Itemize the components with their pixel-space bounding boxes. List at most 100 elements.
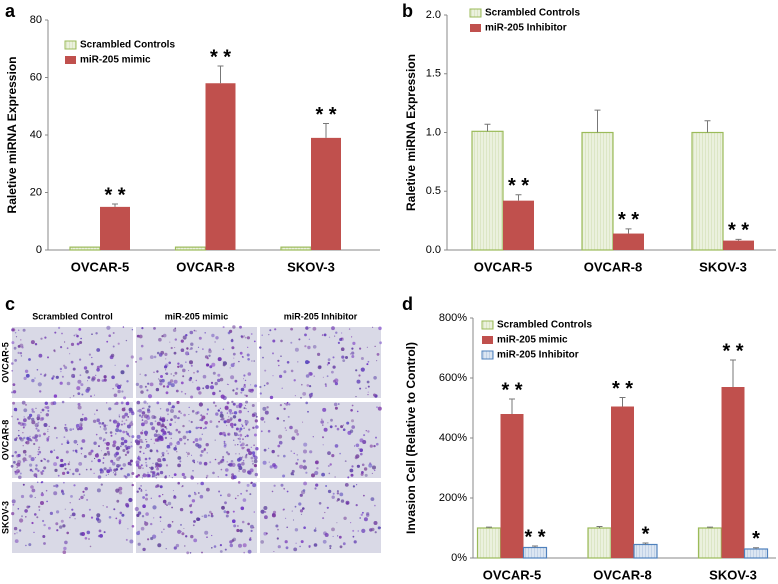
cell: [131, 525, 135, 528]
cell: [131, 411, 135, 416]
cell: [12, 383, 16, 386]
panel-label: b: [402, 1, 413, 21]
cell: [350, 409, 353, 412]
cell: [303, 442, 308, 447]
cell: [122, 430, 126, 434]
cell: [250, 446, 252, 448]
cell: [94, 413, 96, 415]
cell: [59, 381, 63, 385]
cell: [314, 487, 317, 490]
cell: [367, 360, 370, 363]
cell: [144, 374, 147, 377]
cell: [62, 492, 65, 496]
cell: [232, 475, 237, 480]
cell: [138, 438, 143, 443]
cell: [161, 378, 165, 383]
cell: [264, 511, 267, 513]
cell: [150, 536, 154, 541]
cell: [51, 377, 54, 380]
cell: [268, 447, 270, 449]
cell: [120, 437, 125, 441]
cell: [83, 455, 87, 458]
cell: [19, 422, 24, 427]
cell: [231, 338, 234, 341]
cell: [96, 418, 100, 423]
cell: [144, 385, 147, 388]
cell: [326, 375, 329, 378]
cell: [35, 427, 38, 430]
column-header: miR-205 mimic: [165, 311, 229, 321]
cell: [191, 499, 196, 503]
cell: [40, 411, 42, 414]
cell: [140, 390, 144, 394]
cell: [322, 539, 327, 544]
cell: [116, 424, 120, 428]
cell: [212, 401, 216, 404]
cell: [166, 450, 168, 452]
bar: [633, 543, 658, 559]
cell: [150, 438, 152, 440]
cell: [162, 424, 165, 427]
cell: [138, 530, 140, 533]
cell: [194, 491, 196, 494]
cell: [312, 436, 314, 438]
cell: [210, 381, 214, 384]
cell: [290, 472, 294, 476]
cell: [362, 511, 364, 514]
cell: [61, 375, 64, 378]
cell: [83, 494, 86, 497]
cell: [156, 431, 158, 433]
cell: [186, 347, 189, 350]
cell: [162, 494, 164, 496]
cell: [90, 449, 94, 453]
cell: [302, 421, 304, 423]
cell: [223, 420, 227, 424]
cell: [277, 359, 280, 362]
cell: [217, 409, 220, 412]
column-header: Scrambled Control: [32, 311, 113, 321]
cell: [224, 406, 229, 411]
cell: [248, 538, 252, 541]
cell: [178, 410, 181, 413]
cell: [117, 465, 119, 468]
cell: [307, 345, 311, 350]
cell: [182, 435, 187, 440]
cell: [147, 538, 150, 541]
bar: [476, 527, 502, 559]
cell: [229, 367, 231, 369]
cell: [313, 543, 318, 547]
cell: [334, 335, 336, 337]
cell: [309, 396, 312, 399]
cell: [103, 438, 106, 441]
cell: [38, 446, 41, 449]
cell: [180, 381, 184, 385]
cell: [334, 425, 337, 428]
cell: [253, 459, 258, 464]
cell: [64, 426, 66, 429]
cell: [189, 552, 192, 554]
cell: [187, 438, 189, 441]
cell: [130, 441, 132, 443]
cell: [173, 546, 177, 550]
cell: [20, 494, 25, 499]
cell: [321, 334, 324, 336]
cell: [111, 461, 116, 466]
cell: [23, 460, 25, 463]
cell: [140, 431, 144, 435]
cell: [131, 329, 134, 331]
cell: [186, 551, 190, 555]
cell: [251, 451, 256, 455]
cell: [211, 362, 216, 367]
cell: [367, 391, 369, 393]
cell: [212, 471, 215, 475]
cell: [376, 360, 378, 362]
cell: [177, 481, 180, 485]
cell: [66, 347, 69, 350]
cell: [229, 463, 232, 466]
cell: [17, 351, 20, 354]
cell: [125, 339, 128, 342]
cell: [176, 400, 180, 405]
cell: [229, 417, 233, 421]
cell: [165, 548, 167, 550]
cell: [26, 436, 30, 441]
